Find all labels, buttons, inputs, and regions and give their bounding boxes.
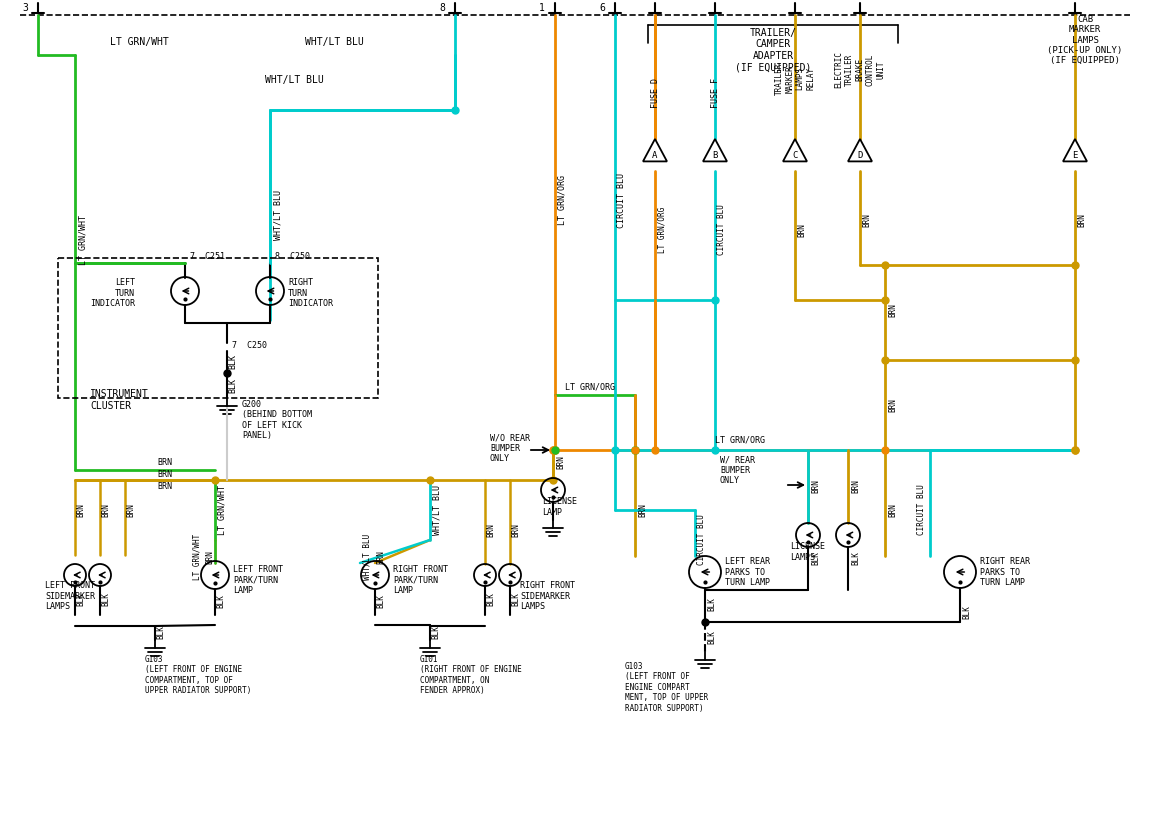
Text: W/O REAR
BUMPER
ONLY: W/O REAR BUMPER ONLY xyxy=(490,433,529,463)
Text: G103
(LEFT FRONT OF ENGINE
COMPARTMENT, TOP OF
UPPER RADIATOR SUPPORT): G103 (LEFT FRONT OF ENGINE COMPARTMENT, … xyxy=(144,655,251,695)
Text: BLK: BLK xyxy=(431,625,440,639)
Text: 1: 1 xyxy=(539,3,544,13)
Text: TRAILER
MARKER
LAMPS
RELAY: TRAILER MARKER LAMPS RELAY xyxy=(775,62,815,95)
Text: BRN: BRN xyxy=(102,503,111,517)
Text: RIGHT FRONT
SIDEMARKER
LAMPS: RIGHT FRONT SIDEMARKER LAMPS xyxy=(520,581,575,611)
Text: WHT/LT BLU: WHT/LT BLU xyxy=(265,75,324,85)
Text: BRN: BRN xyxy=(798,223,807,237)
Text: CIRCUIT BLU: CIRCUIT BLU xyxy=(918,484,926,535)
Text: FUSE D: FUSE D xyxy=(651,78,660,108)
Text: LT GRN/ORG: LT GRN/ORG xyxy=(557,175,566,225)
Text: LEFT FRONT
SIDEMARKER
LAMPS: LEFT FRONT SIDEMARKER LAMPS xyxy=(45,581,95,611)
Text: BRN: BRN xyxy=(889,503,897,517)
Text: 3: 3 xyxy=(22,3,28,13)
Text: BRN: BRN xyxy=(1077,213,1087,227)
Text: LEFT REAR
PARKS TO
TURN LAMP: LEFT REAR PARKS TO TURN LAMP xyxy=(725,557,770,587)
Text: BRN: BRN xyxy=(157,481,172,490)
Text: CIRCUIT BLU: CIRCUIT BLU xyxy=(697,515,706,566)
Text: LEFT
TURN
INDICATOR: LEFT TURN INDICATOR xyxy=(90,278,135,308)
Text: LT GRN/WHT: LT GRN/WHT xyxy=(110,37,169,47)
Text: CIRCUIT BLU: CIRCUIT BLU xyxy=(617,172,627,227)
Text: BLK: BLK xyxy=(76,592,86,606)
Text: LICENSE
LAMP: LICENSE LAMP xyxy=(542,498,577,516)
Text: BLK: BLK xyxy=(812,551,821,565)
Text: BRN: BRN xyxy=(889,398,897,412)
Text: E: E xyxy=(1073,150,1077,159)
Text: LT GRN/ORG: LT GRN/ORG xyxy=(716,435,765,444)
Text: BRN: BRN xyxy=(206,550,215,564)
Text: INSTRUMENT
CLUSTER: INSTRUMENT CLUSTER xyxy=(90,389,149,410)
Text: A: A xyxy=(652,150,658,159)
Text: BLK: BLK xyxy=(156,625,165,639)
Text: BRN: BRN xyxy=(126,503,135,517)
Text: BRN: BRN xyxy=(76,503,86,517)
Text: BLK: BLK xyxy=(102,592,111,606)
Text: BLK: BLK xyxy=(852,551,860,565)
Text: LT GRN/ORG: LT GRN/ORG xyxy=(565,383,615,392)
Text: BRN: BRN xyxy=(812,479,821,493)
Text: FUSE F: FUSE F xyxy=(711,78,719,108)
Text: CIRCUIT BLU: CIRCUIT BLU xyxy=(718,204,726,255)
Text: CAB
MARKER
LAMPS
(PICK-UP ONLY)
(IF EQUIPPED): CAB MARKER LAMPS (PICK-UP ONLY) (IF EQUI… xyxy=(1047,15,1122,66)
Text: BLK: BLK xyxy=(377,594,385,608)
Text: WHT/LT BLU: WHT/LT BLU xyxy=(274,190,282,240)
Text: 7  C250: 7 C250 xyxy=(232,341,267,350)
Text: 6: 6 xyxy=(599,3,605,13)
Text: G200
(BEHIND BOTTOM
OF LEFT KICK
PANEL): G200 (BEHIND BOTTOM OF LEFT KICK PANEL) xyxy=(242,400,312,440)
Text: WHT/LT BLU: WHT/LT BLU xyxy=(363,534,371,580)
Text: BRN: BRN xyxy=(889,303,897,317)
Text: BLK: BLK xyxy=(216,594,225,608)
Text: LEFT FRONT
PARK/TURN
LAMP: LEFT FRONT PARK/TURN LAMP xyxy=(234,565,283,595)
Text: LT GRN/WHT: LT GRN/WHT xyxy=(193,534,201,580)
Text: B: B xyxy=(712,150,718,159)
Text: RIGHT FRONT
PARK/TURN
LAMP: RIGHT FRONT PARK/TURN LAMP xyxy=(393,565,449,595)
Text: D: D xyxy=(858,150,862,159)
Text: LT GRN/ORG: LT GRN/ORG xyxy=(658,207,667,253)
Text: BLK: BLK xyxy=(963,605,971,619)
Text: TRAILER/
CAMPER
ADAPTER
(IF EQUIPPED): TRAILER/ CAMPER ADAPTER (IF EQUIPPED) xyxy=(735,28,812,72)
Text: ELECTRIC
TRAILER
BRAKE
CONTROL
UNIT: ELECTRIC TRAILER BRAKE CONTROL UNIT xyxy=(835,51,885,88)
Text: BRN: BRN xyxy=(638,503,647,517)
Text: WHT/LT BLU: WHT/LT BLU xyxy=(432,485,442,535)
Text: W/ REAR
BUMPER
ONLY: W/ REAR BUMPER ONLY xyxy=(720,455,755,485)
Text: BRN: BRN xyxy=(511,523,520,537)
Text: 8: 8 xyxy=(439,3,445,13)
Text: BLK: BLK xyxy=(707,597,717,611)
Text: WHT/LT BLU: WHT/LT BLU xyxy=(305,37,364,47)
Text: BRN: BRN xyxy=(377,550,385,564)
Text: BRN: BRN xyxy=(556,455,565,469)
Text: LT GRN/WHT: LT GRN/WHT xyxy=(217,485,227,535)
Text: G103
(LEFT FRONT OF
ENGINE COMPART
MENT, TOP OF UPPER
RADIATOR SUPPORT): G103 (LEFT FRONT OF ENGINE COMPART MENT,… xyxy=(625,662,709,713)
Text: 8  C250: 8 C250 xyxy=(275,251,310,260)
Text: BRN: BRN xyxy=(487,523,496,537)
Text: BLK: BLK xyxy=(707,630,717,644)
Text: LT GRN/WHT: LT GRN/WHT xyxy=(79,215,88,265)
Text: 7  C251: 7 C251 xyxy=(190,251,225,260)
Text: G101
(RIGHT FRONT OF ENGINE
COMPARTMENT, ON
FENDER APPROX): G101 (RIGHT FRONT OF ENGINE COMPARTMENT,… xyxy=(420,655,521,695)
Text: BLK: BLK xyxy=(487,592,496,606)
Text: RIGHT
TURN
INDICATOR: RIGHT TURN INDICATOR xyxy=(288,278,333,308)
Text: LICENSE
LAMPS: LICENSE LAMPS xyxy=(790,543,825,562)
Text: BLK: BLK xyxy=(511,592,520,606)
Text: BRN: BRN xyxy=(852,479,860,493)
Text: BLK: BLK xyxy=(229,378,237,392)
Text: BLK: BLK xyxy=(229,354,237,369)
Text: RIGHT REAR
PARKS TO
TURN LAMP: RIGHT REAR PARKS TO TURN LAMP xyxy=(980,557,1030,587)
Bar xyxy=(58,258,378,398)
Text: BRN: BRN xyxy=(157,470,172,479)
Text: C: C xyxy=(792,150,798,159)
Text: BRN: BRN xyxy=(157,457,172,466)
Text: BRN: BRN xyxy=(862,213,872,227)
